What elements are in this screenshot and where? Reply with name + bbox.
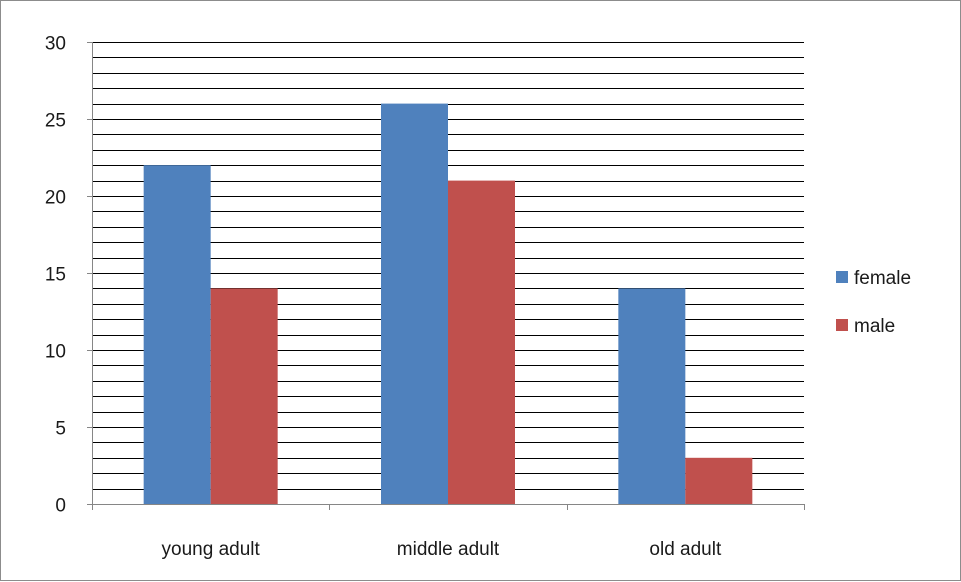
y-tick-label: 0 (55, 496, 66, 517)
axes (87, 42, 805, 510)
y-tick-label: 30 (45, 34, 66, 55)
x-tick-label: old adult (649, 539, 722, 560)
y-tick-label: 20 (45, 188, 66, 209)
legend-swatch-male (836, 319, 848, 331)
y-tick-label: 15 (45, 265, 66, 286)
y-tick-label: 10 (45, 342, 66, 363)
bar-female-old-adult (618, 288, 686, 504)
legend-label-male: male (854, 316, 895, 337)
x-tick-label: young adult (162, 539, 261, 560)
legend-swatch-female (836, 271, 848, 283)
y-axis-tick-labels: 0 5 10 15 20 25 30 (45, 34, 66, 517)
bar-female-middle-adult (381, 103, 448, 504)
bar-male-young-adult (210, 288, 278, 504)
bar-male-middle-adult (448, 180, 515, 504)
bar-male-old-adult (685, 457, 753, 504)
x-axis-tick-labels: young adult middle adult old adult (162, 539, 722, 560)
legend: female male (836, 268, 911, 337)
legend-label-female: female (854, 268, 911, 289)
y-tick-label: 5 (55, 419, 66, 440)
bars (143, 103, 753, 504)
bar-female-young-adult (143, 165, 211, 504)
x-tick-label: middle adult (397, 539, 500, 560)
y-tick-label: 25 (45, 111, 66, 132)
